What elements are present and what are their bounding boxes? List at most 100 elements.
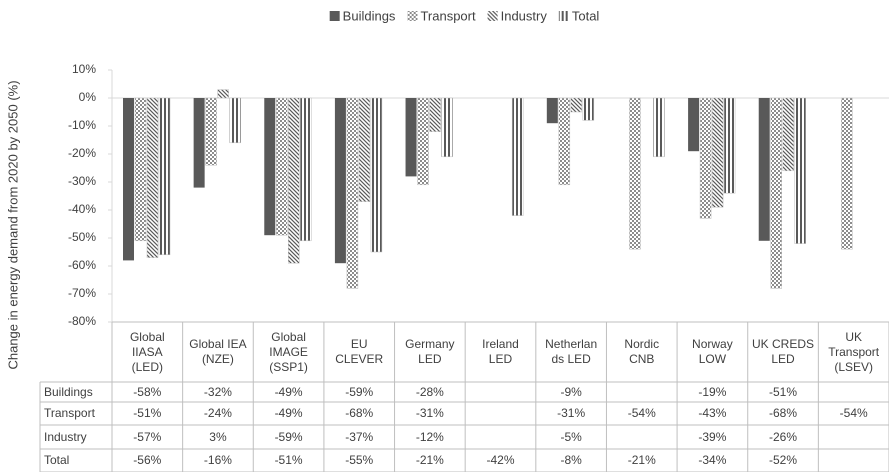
table-cell: -16% (203, 453, 232, 467)
row-label: Buildings (44, 384, 93, 399)
category-label: Global IEA (NZE) (189, 337, 247, 366)
table-cell: -21% (627, 453, 656, 467)
bar (288, 97, 300, 264)
category-label: EU CLEVER (335, 337, 384, 366)
bar (441, 97, 453, 158)
category-label: Ireland LED (482, 337, 519, 366)
category-label: Norway LOW (692, 337, 733, 366)
y-tick-label: -10% (68, 118, 96, 132)
table-cell: -37% (345, 429, 374, 444)
y-axis-title: Change in energy demand from 2020 by 205… (5, 80, 20, 369)
bar (723, 97, 736, 194)
bar (546, 98, 558, 124)
bar (229, 97, 241, 144)
table-cell: -54% (839, 406, 868, 420)
bar (134, 97, 147, 242)
bar (405, 98, 417, 177)
table-cell: -59% (274, 429, 303, 444)
bar (758, 98, 770, 241)
table-cell: -9% (560, 384, 582, 399)
bar (334, 98, 346, 264)
category-label: UK CREDS LED (752, 337, 815, 366)
table-cell: -28% (415, 384, 444, 399)
legend-marker (329, 11, 340, 21)
table-cell: -32% (203, 384, 232, 399)
bar (146, 97, 159, 258)
category-label: Global IMAGE (SSP1) (269, 329, 308, 374)
table-cell: -49% (274, 406, 303, 420)
bar (699, 97, 712, 219)
table-cell: -58% (133, 384, 162, 399)
bar (123, 98, 134, 261)
bar (629, 97, 641, 250)
row-label: Industry (44, 429, 87, 444)
bar (193, 98, 205, 188)
bar (782, 97, 794, 172)
table-cell: -34% (698, 453, 727, 467)
table-cell: -49% (274, 384, 303, 399)
category-label: Germany LED (405, 337, 455, 366)
table-cell: -68% (769, 406, 798, 420)
category-label: UK Transport (LSEV) (828, 329, 880, 374)
table-cell: -51% (769, 384, 798, 399)
legend-marker (407, 11, 418, 21)
category-label: Global IIASA (LED) (129, 329, 165, 374)
bar (711, 97, 724, 208)
table-cell: -57% (133, 429, 162, 444)
table-cell: -54% (627, 406, 656, 420)
legend-label: Total (572, 8, 600, 23)
table-cell: -24% (203, 406, 232, 420)
legend-marker (558, 11, 569, 21)
legend-label: Transport (420, 8, 476, 23)
category-label: Netherlan ds LED (545, 337, 598, 366)
bar (511, 97, 524, 216)
table-cell: -39% (698, 429, 727, 444)
bar (653, 97, 665, 158)
bar (841, 97, 853, 250)
bar (300, 97, 312, 242)
row-label: Transport (44, 406, 95, 420)
table-cell: -31% (415, 406, 444, 420)
table-cell: -26% (769, 429, 798, 444)
y-tick-label: 0% (79, 90, 97, 104)
y-tick-label: -40% (68, 202, 96, 216)
table-cell: 3% (209, 429, 227, 444)
bar (417, 97, 429, 186)
bar (217, 89, 229, 99)
bar (688, 98, 700, 152)
category-label: Nordic CNB (624, 337, 660, 366)
y-tick-label: -70% (68, 286, 96, 300)
y-tick-label: -60% (68, 258, 96, 272)
row-label: Total (44, 453, 70, 467)
table-cell: -31% (557, 406, 586, 420)
table-cell: -12% (415, 429, 444, 444)
y-tick-label: -30% (68, 174, 96, 188)
bar (429, 97, 441, 132)
bar (205, 97, 217, 166)
bar (794, 97, 806, 244)
y-tick-label: 10% (72, 62, 96, 76)
bar (346, 97, 359, 289)
bar (276, 97, 288, 236)
bar (264, 98, 276, 236)
table-cell: -59% (345, 384, 374, 399)
table-cell: -55% (345, 453, 374, 467)
bar (158, 97, 171, 256)
legend-label: Industry (501, 8, 548, 23)
y-tick-label: -80% (68, 314, 96, 328)
bar (770, 97, 782, 289)
legend-marker (487, 11, 498, 21)
table-cell: -19% (698, 384, 727, 399)
y-tick-label: -20% (68, 146, 96, 160)
legend: Buildings Transport Industry Total (329, 8, 600, 23)
table-cell: -52% (769, 453, 798, 467)
table-cell: -21% (415, 453, 444, 467)
y-tick-label: -50% (68, 230, 96, 244)
bar (370, 97, 383, 253)
bar (570, 97, 583, 113)
bar (358, 97, 371, 202)
table-cell: -51% (274, 453, 303, 467)
table-cell: -51% (133, 406, 162, 420)
table-cell: -5% (560, 429, 582, 444)
